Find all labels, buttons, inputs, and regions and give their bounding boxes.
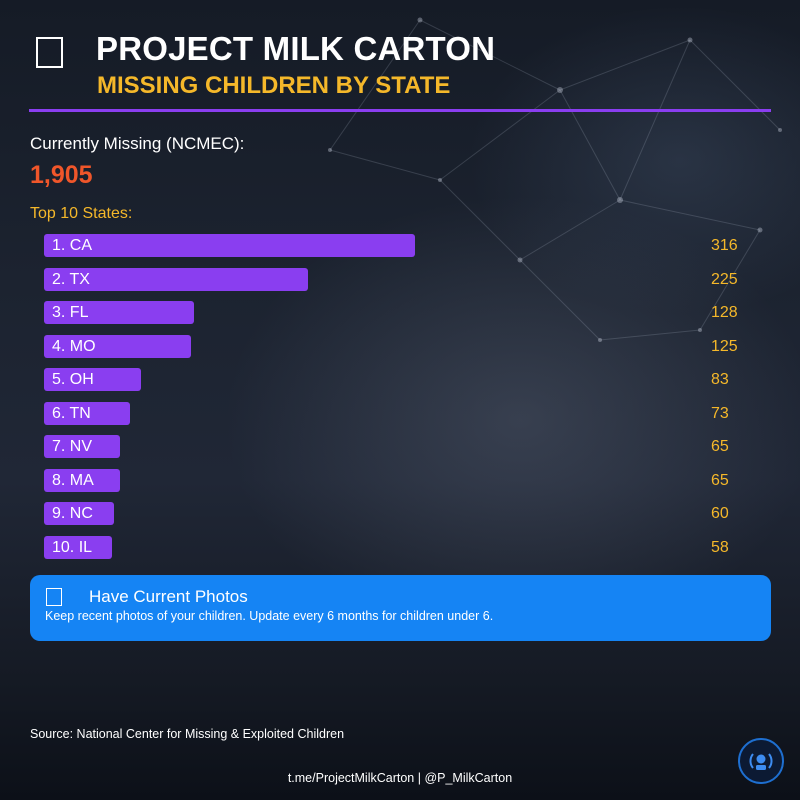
bar-row: 4. MO 125	[44, 334, 764, 358]
footer-handles: t.me/ProjectMilkCarton | @P_MilkCarton	[287, 771, 513, 785]
bar-value-label: 225	[711, 270, 738, 288]
bar	[44, 368, 141, 391]
bar-row: 7. NV 65	[44, 435, 764, 458]
bar-value-label: 125	[711, 337, 738, 355]
tip-card: Have Current Photos Keep recent photos o…	[30, 575, 771, 641]
bar-value-label: 316	[711, 237, 738, 254]
broadcast-logo-icon	[738, 738, 784, 784]
bar-category-label: 4. MO	[52, 337, 96, 355]
bar	[44, 401, 130, 425]
bar	[44, 468, 120, 492]
bar	[44, 334, 191, 358]
bar-category-label: 9. NC	[52, 505, 93, 522]
bar-row: 6. TN 73	[44, 401, 764, 425]
bar	[44, 535, 112, 559]
bar-category-label: 6. TN	[52, 404, 91, 422]
bar-value-label: 128	[711, 304, 738, 321]
source-note: Source: National Center for Missing & Ex…	[30, 727, 345, 741]
bar-row: 2. TX 225	[44, 267, 764, 291]
bar-value-label: 58	[711, 538, 729, 556]
bar	[44, 435, 120, 458]
bar-value-label: 65	[711, 438, 729, 455]
photo-icon	[46, 588, 62, 606]
bar-category-label: 5. OH	[52, 371, 94, 388]
bar-row: 3. FL 128	[44, 301, 764, 324]
bar-category-label: 1. CA	[52, 237, 93, 254]
bar-row: 10. IL 58	[44, 535, 764, 559]
missing-count-value: 1,905	[30, 161, 93, 189]
bar-row: 8. MA 65	[44, 468, 764, 492]
bar-category-label: 8. MA	[52, 471, 94, 489]
page-title: PROJECT MILK CARTON	[96, 30, 496, 67]
page-subtitle: MISSING CHILDREN BY STATE	[97, 72, 451, 99]
box-icon	[36, 37, 63, 68]
bar-row: 1. CA 316	[44, 234, 764, 257]
bar-value-label: 65	[711, 471, 729, 489]
bar-row: 5. OH 83	[44, 368, 764, 391]
bar-category-label: 3. FL	[52, 304, 89, 321]
bar	[44, 234, 415, 257]
bar	[44, 267, 308, 291]
bar-category-label: 7. NV	[52, 438, 93, 455]
bar	[44, 502, 114, 525]
bar-value-label: 83	[711, 371, 729, 388]
bar-value-label: 73	[711, 404, 729, 422]
missing-count-label: Currently Missing (NCMEC):	[30, 134, 245, 153]
tip-body: Keep recent photos of your children. Upd…	[45, 609, 494, 623]
chart-title: Top 10 States:	[30, 205, 133, 222]
bar	[44, 301, 194, 324]
bar-value-label: 60	[711, 505, 729, 522]
bar-category-label: 10. IL	[52, 538, 93, 556]
tip-title: Have Current Photos	[89, 587, 248, 606]
bar-row: 9. NC 60	[44, 502, 764, 525]
bar-category-label: 2. TX	[52, 270, 90, 288]
header-divider	[29, 109, 771, 112]
